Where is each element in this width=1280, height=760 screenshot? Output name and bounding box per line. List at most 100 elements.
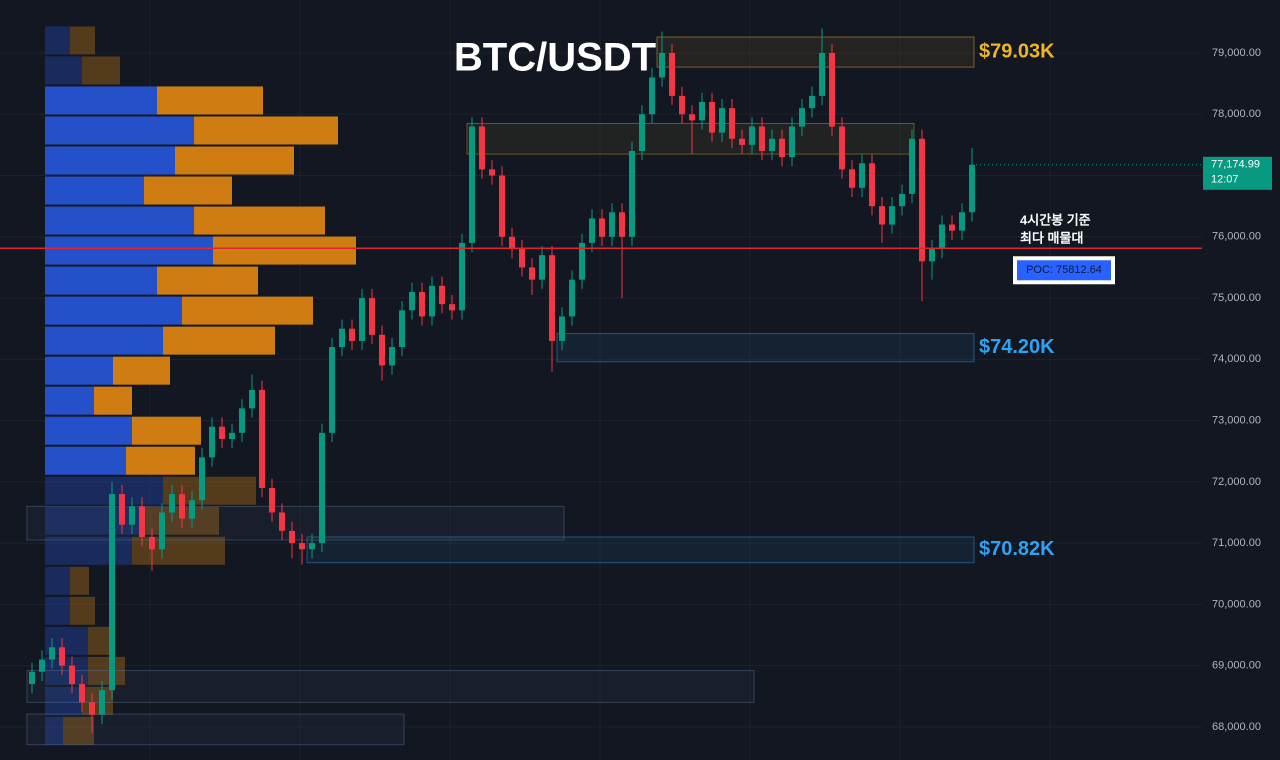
candle-body bbox=[419, 291, 425, 317]
candle-body bbox=[809, 95, 815, 109]
y-tick-label: 74,000.00 bbox=[1212, 353, 1261, 365]
candle-body bbox=[459, 242, 465, 311]
volume-profile-bar bbox=[45, 596, 70, 625]
volume-profile-bar bbox=[82, 686, 113, 715]
volume-profile-bar bbox=[144, 176, 232, 205]
candle-body bbox=[679, 95, 685, 115]
volume-profile-bar bbox=[157, 266, 258, 295]
candle-body bbox=[559, 316, 565, 341]
volume-profile-bar bbox=[88, 656, 125, 685]
candle-body bbox=[309, 543, 315, 550]
volume-profile-bar bbox=[45, 356, 113, 385]
volume-profile-bar bbox=[132, 536, 225, 565]
volume-profile-bar bbox=[45, 146, 175, 175]
candle-body bbox=[879, 206, 885, 225]
last-price-tag bbox=[1203, 156, 1272, 190]
volume-profile-bar bbox=[70, 566, 89, 595]
volume-profile-bar bbox=[45, 86, 157, 115]
volume-profile-bar bbox=[113, 356, 170, 385]
candle-body bbox=[779, 138, 785, 158]
candle-body bbox=[919, 138, 925, 262]
candle-body bbox=[129, 506, 135, 525]
candle-body bbox=[909, 138, 915, 194]
poc-note: 최다 매물대 bbox=[1020, 230, 1083, 245]
candle-body bbox=[359, 298, 365, 341]
candle-body bbox=[409, 291, 415, 311]
volume-profile-bar bbox=[45, 116, 194, 145]
candle-body bbox=[429, 285, 435, 317]
candle-body bbox=[709, 102, 715, 133]
volume-profile-bar bbox=[45, 686, 82, 715]
candle-body bbox=[599, 218, 605, 237]
price-zone bbox=[656, 36, 975, 68]
candle-body bbox=[729, 108, 735, 139]
zone-label: $79.03K bbox=[979, 40, 1055, 62]
candle-body bbox=[619, 212, 625, 237]
price-zone bbox=[26, 670, 755, 703]
candle-body bbox=[349, 328, 355, 341]
y-tick-label: 75,000.00 bbox=[1212, 292, 1261, 304]
volume-profile-bar bbox=[45, 446, 126, 475]
volume-profile-bar bbox=[45, 716, 63, 745]
y-tick-label: 73,000.00 bbox=[1212, 414, 1261, 426]
candle-body bbox=[719, 108, 725, 133]
candle-body bbox=[39, 659, 45, 672]
candle-body bbox=[389, 347, 395, 366]
candle-body bbox=[969, 164, 975, 213]
price-zone bbox=[556, 333, 975, 363]
candle-body bbox=[639, 114, 645, 152]
candle-body bbox=[579, 242, 585, 280]
candle-body bbox=[319, 432, 325, 544]
candle-body bbox=[569, 279, 575, 317]
price-zone bbox=[26, 713, 405, 746]
candle-body bbox=[819, 52, 825, 96]
candle-body bbox=[109, 494, 115, 691]
volume-profile-bar bbox=[213, 236, 356, 265]
candle-body bbox=[529, 267, 535, 280]
volume-profile-bar bbox=[45, 26, 70, 55]
volume-profile-bar bbox=[45, 176, 144, 205]
volume-profile-bar bbox=[163, 326, 275, 355]
candle-body bbox=[859, 163, 865, 188]
candle-body bbox=[169, 494, 175, 513]
volume-profile-bar bbox=[45, 536, 132, 565]
poc-label: POC: 75812.64 bbox=[1026, 264, 1102, 276]
price-zone bbox=[466, 122, 915, 155]
candle-body bbox=[489, 169, 495, 176]
candle-body bbox=[259, 389, 265, 488]
volume-profile-bar bbox=[88, 626, 113, 655]
poc-box-inner bbox=[1017, 260, 1111, 281]
candle-body bbox=[669, 52, 675, 96]
volume-profile-bar bbox=[45, 476, 163, 505]
candle-body bbox=[749, 126, 755, 145]
candle-body bbox=[49, 647, 55, 660]
candle-body bbox=[289, 530, 295, 544]
candle-body bbox=[339, 328, 345, 348]
candle-body bbox=[179, 494, 185, 519]
volume-profile-bar bbox=[157, 86, 263, 115]
candle-body bbox=[769, 138, 775, 152]
candle-body bbox=[609, 212, 615, 237]
candle-body bbox=[139, 506, 145, 537]
candle-body bbox=[699, 102, 705, 121]
volume-profile-bar bbox=[45, 56, 82, 85]
candle-body bbox=[509, 236, 515, 250]
candle-body bbox=[29, 671, 35, 685]
candle-body bbox=[369, 298, 375, 335]
volume-profile-bar bbox=[126, 446, 195, 475]
volume-profile-bar bbox=[45, 326, 163, 355]
y-tick-label: 72,000.00 bbox=[1212, 476, 1261, 488]
y-tick-label: 70,000.00 bbox=[1212, 598, 1261, 610]
candle-body bbox=[399, 310, 405, 348]
candle-body bbox=[549, 255, 555, 341]
candle-body bbox=[869, 163, 875, 207]
volume-profile-bar bbox=[45, 206, 194, 235]
candles bbox=[29, 28, 975, 734]
candle-body bbox=[69, 665, 75, 685]
candle-body bbox=[449, 304, 455, 311]
y-tick-label: 76,000.00 bbox=[1212, 231, 1261, 243]
volume-profile-bar bbox=[45, 236, 213, 265]
y-tick-label: 68,000.00 bbox=[1212, 721, 1261, 733]
volume-profile-bar bbox=[45, 296, 182, 325]
